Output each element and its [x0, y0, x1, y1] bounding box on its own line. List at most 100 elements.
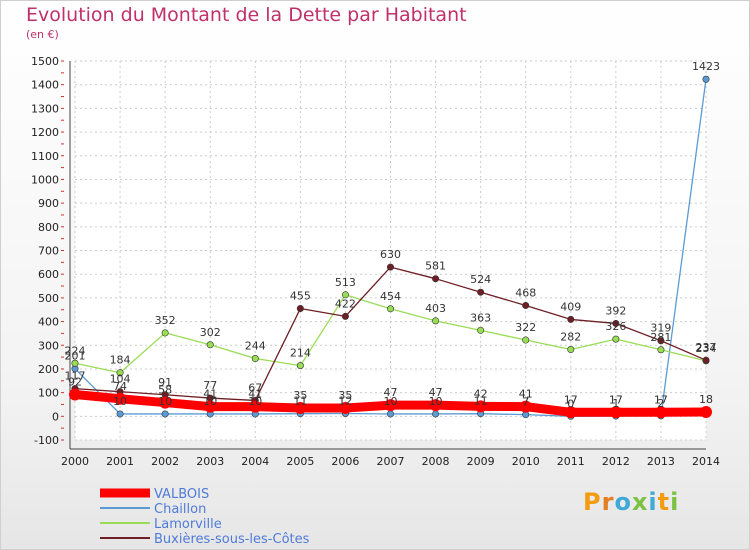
data-point	[564, 406, 577, 419]
data-point	[159, 396, 172, 409]
data-label: 11	[474, 395, 488, 408]
y-tick-label: 600	[38, 268, 59, 281]
data-point	[522, 336, 530, 344]
logo-letter: i	[648, 488, 658, 516]
data-label: 58	[158, 384, 172, 397]
data-label: 454	[380, 290, 401, 303]
y-tick-label: 1100	[31, 150, 59, 163]
data-point	[702, 75, 710, 83]
data-label: 237	[696, 341, 717, 354]
data-label: 17	[654, 393, 668, 406]
data-label: 17	[609, 393, 623, 406]
data-label: 282	[560, 331, 581, 344]
data-point	[432, 410, 440, 418]
data-label: 41	[203, 388, 217, 401]
data-label: 2	[657, 397, 664, 410]
data-point	[386, 410, 394, 418]
data-point	[386, 263, 394, 271]
data-label: 524	[470, 273, 491, 286]
data-point	[249, 400, 262, 413]
x-tick-label: 2011	[557, 455, 585, 468]
data-label: 409	[560, 300, 581, 313]
data-point	[522, 301, 530, 309]
data-point	[474, 400, 487, 413]
data-point	[609, 406, 622, 419]
data-point	[296, 362, 304, 370]
logo-letter: P	[583, 488, 602, 516]
data-label: 7	[522, 396, 529, 409]
y-tick-label: 900	[38, 197, 59, 210]
data-label: 352	[155, 314, 176, 327]
data-label: 224	[65, 344, 86, 357]
data-point	[429, 399, 442, 412]
y-tick-label: 500	[38, 292, 59, 305]
data-point	[116, 369, 124, 377]
data-point	[567, 315, 575, 323]
data-point	[341, 312, 349, 320]
data-label: 67	[248, 381, 262, 394]
x-tick-label: 2003	[196, 455, 224, 468]
data-point	[477, 288, 485, 296]
data-point	[251, 355, 259, 363]
data-point	[657, 337, 665, 345]
data-label: 91	[158, 376, 172, 389]
data-point	[341, 291, 349, 299]
data-point	[71, 359, 79, 367]
data-label: 74	[113, 380, 127, 393]
data-label: 403	[425, 302, 446, 315]
data-point	[702, 356, 710, 364]
y-tick-label: 1500	[31, 55, 59, 68]
x-tick-label: 2002	[151, 455, 179, 468]
y-tick-label: 0	[52, 410, 59, 423]
legend-label: Buxières-sous-les-Côtes	[154, 532, 310, 547]
x-tick-label: 2007	[377, 455, 405, 468]
logo-letter: x	[631, 488, 649, 516]
x-tick-label: 2014	[692, 455, 720, 468]
x-tick-label: 2012	[602, 455, 630, 468]
legend-label: Chaillon	[154, 502, 206, 517]
data-label: 77	[203, 379, 217, 392]
data-point	[294, 402, 307, 415]
logo-letter: o	[614, 488, 632, 516]
y-tick-label: 1400	[31, 79, 59, 92]
data-label: 47	[429, 386, 443, 399]
data-label: 302	[200, 326, 221, 339]
proxiti-logo: Proxiti	[583, 488, 679, 516]
data-label: 92	[68, 376, 82, 389]
data-point	[386, 305, 394, 313]
data-label: 0	[567, 397, 574, 410]
data-point	[432, 317, 440, 325]
data-label: 11	[293, 395, 307, 408]
x-tick-label: 2008	[422, 455, 450, 468]
data-point	[567, 346, 575, 354]
legend-label: VALBOIS	[154, 487, 209, 502]
data-label: 10	[429, 395, 443, 408]
legend-label: Lamorville	[154, 517, 222, 532]
data-point	[477, 326, 485, 334]
data-label: 184	[110, 354, 131, 367]
y-tick-label: -100	[34, 434, 59, 447]
y-tick-label: 1200	[31, 126, 59, 139]
data-point	[161, 410, 169, 418]
data-point	[206, 341, 214, 349]
data-point	[69, 388, 81, 401]
data-point	[612, 319, 620, 327]
data-label: 104	[110, 373, 131, 386]
logo-letter: t	[657, 488, 671, 516]
y-tick-label: 700	[38, 245, 59, 258]
x-tick-label: 2009	[467, 455, 495, 468]
data-label: 468	[515, 286, 536, 299]
chart-title: Evolution du Montant de la Dette par Hab…	[26, 4, 467, 26]
data-label: 244	[245, 340, 266, 353]
data-label: 581	[425, 260, 446, 273]
axes: -100010020030040050060070080090010001100…	[31, 55, 720, 468]
data-label: 455	[290, 290, 311, 303]
data-label: 47	[384, 386, 398, 399]
data-label: 35	[338, 389, 352, 402]
data-point	[161, 329, 169, 337]
data-label: 1423	[692, 60, 720, 73]
y-tick-label: 100	[38, 387, 59, 400]
logo-letter: r	[601, 488, 615, 516]
data-label: 214	[290, 347, 311, 360]
